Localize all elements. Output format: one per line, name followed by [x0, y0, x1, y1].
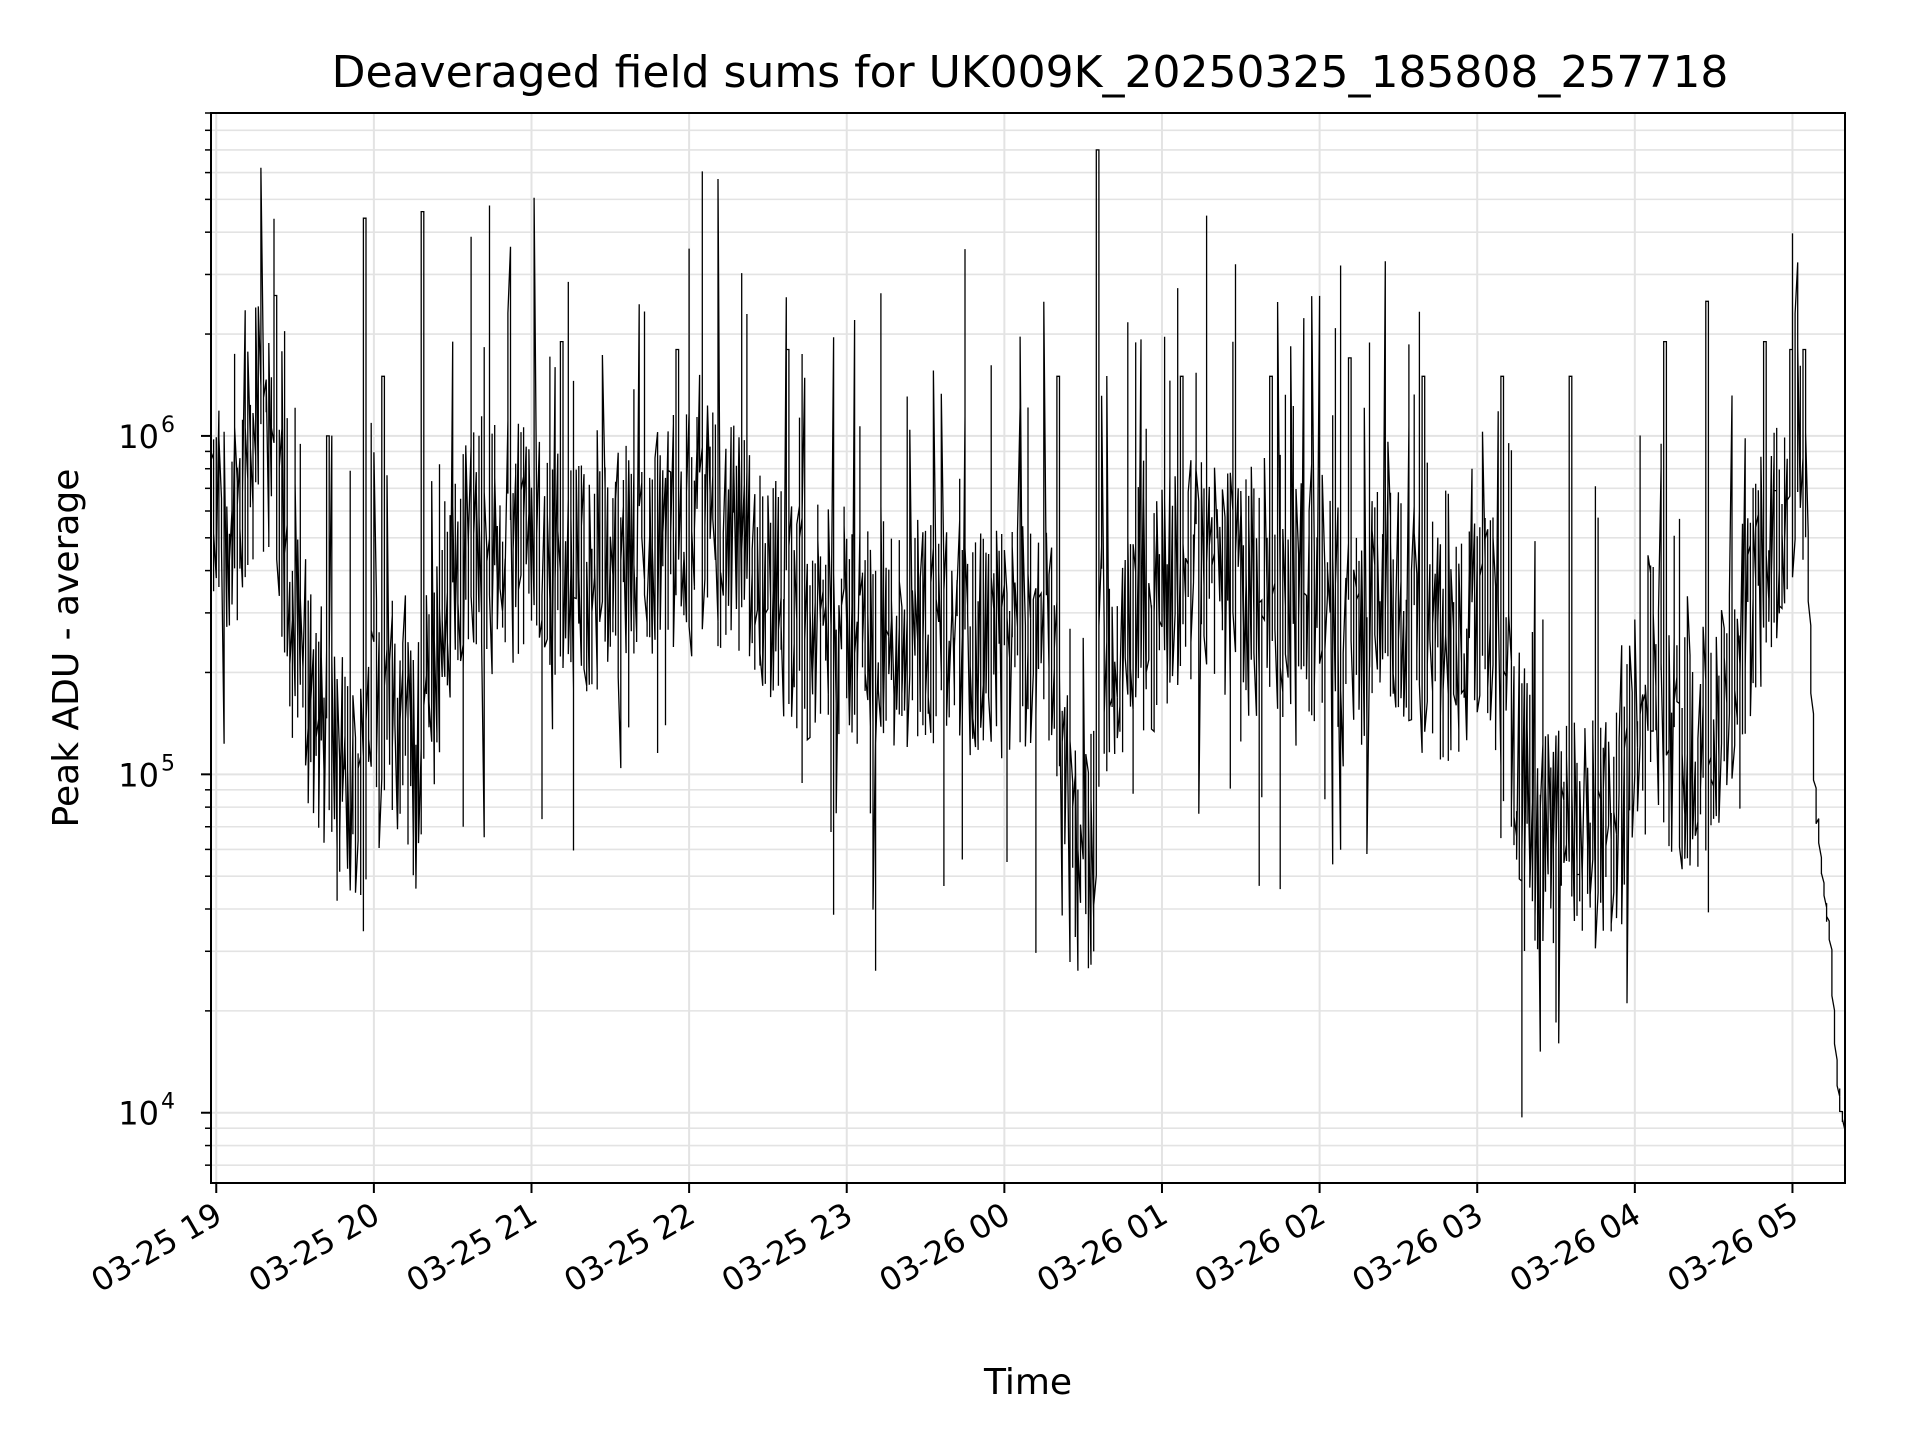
- x-axis-label: Time: [983, 1362, 1072, 1403]
- plot-frame: [210, 112, 1846, 1184]
- y-tick-exponent: 6: [161, 413, 175, 438]
- y-tick-base: 10: [118, 1095, 159, 1133]
- series-layer: [210, 149, 1846, 1131]
- y-tick-label: 10 6: [118, 413, 175, 456]
- y-tick-base: 10: [118, 418, 159, 456]
- y-tick-label: 10 4: [118, 1090, 175, 1133]
- chart-title: Deaveraged field sums for UK009K_2025032…: [332, 47, 1729, 98]
- y-tick-label: 10 5: [118, 751, 175, 794]
- y-tick-exponent: 5: [161, 751, 175, 776]
- series-line: [210, 149, 1846, 1131]
- y-tick-exponent: 4: [161, 1090, 175, 1115]
- y-axis-label: Peak ADU - average: [46, 469, 87, 828]
- y-tick-base: 10: [118, 756, 159, 794]
